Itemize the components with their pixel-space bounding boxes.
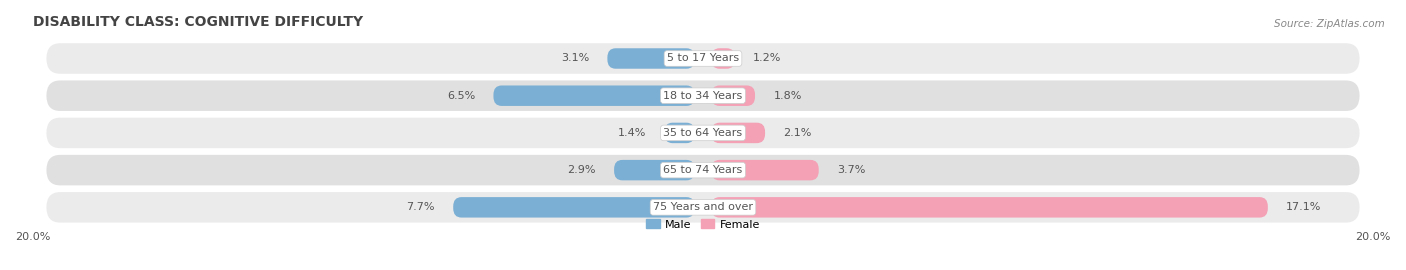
FancyBboxPatch shape [453, 197, 695, 218]
Text: DISABILITY CLASS: COGNITIVE DIFFICULTY: DISABILITY CLASS: COGNITIVE DIFFICULTY [32, 15, 363, 29]
FancyBboxPatch shape [711, 123, 765, 143]
Text: 2.1%: 2.1% [783, 128, 811, 138]
FancyBboxPatch shape [614, 160, 695, 180]
Text: 35 to 64 Years: 35 to 64 Years [664, 128, 742, 138]
FancyBboxPatch shape [46, 155, 1360, 185]
Legend: Male, Female: Male, Female [647, 219, 759, 230]
Text: 75 Years and over: 75 Years and over [652, 202, 754, 212]
FancyBboxPatch shape [46, 80, 1360, 111]
Text: 1.2%: 1.2% [754, 53, 782, 63]
Text: 65 to 74 Years: 65 to 74 Years [664, 165, 742, 175]
FancyBboxPatch shape [711, 160, 818, 180]
FancyBboxPatch shape [46, 43, 1360, 74]
Text: 17.1%: 17.1% [1286, 202, 1322, 212]
FancyBboxPatch shape [607, 48, 695, 69]
FancyBboxPatch shape [46, 118, 1360, 148]
Text: 1.4%: 1.4% [617, 128, 645, 138]
FancyBboxPatch shape [494, 86, 695, 106]
Text: 1.8%: 1.8% [773, 91, 801, 101]
Text: 5 to 17 Years: 5 to 17 Years [666, 53, 740, 63]
FancyBboxPatch shape [665, 123, 695, 143]
Text: 18 to 34 Years: 18 to 34 Years [664, 91, 742, 101]
Text: 2.9%: 2.9% [567, 165, 596, 175]
Text: 3.1%: 3.1% [561, 53, 589, 63]
FancyBboxPatch shape [711, 86, 755, 106]
FancyBboxPatch shape [46, 192, 1360, 222]
Text: Source: ZipAtlas.com: Source: ZipAtlas.com [1274, 19, 1385, 29]
FancyBboxPatch shape [711, 197, 1268, 218]
Text: 7.7%: 7.7% [406, 202, 434, 212]
Text: 3.7%: 3.7% [837, 165, 866, 175]
Text: 6.5%: 6.5% [447, 91, 475, 101]
FancyBboxPatch shape [711, 48, 735, 69]
